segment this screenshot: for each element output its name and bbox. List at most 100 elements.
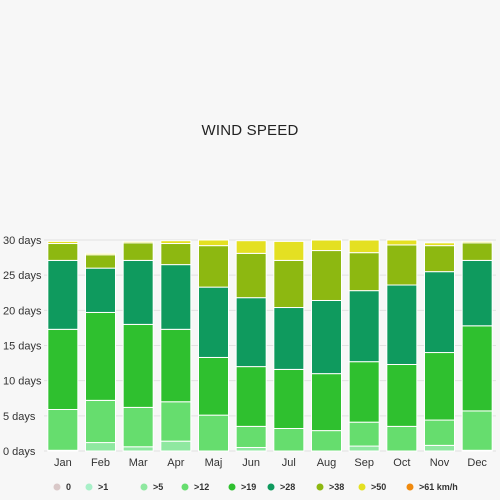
bar-stack-maj[interactable] xyxy=(198,239,229,452)
legend-label: >61 km/h xyxy=(419,482,458,492)
bar-segment[interactable] xyxy=(348,252,380,292)
bar-segment[interactable] xyxy=(235,425,267,448)
bar-segment[interactable] xyxy=(122,240,154,244)
bar-segment[interactable] xyxy=(160,264,192,330)
bar-segment[interactable] xyxy=(424,242,455,247)
bar-stack-mar[interactable] xyxy=(122,240,154,452)
bar-stack-jul[interactable] xyxy=(273,240,305,452)
bar-segment[interactable] xyxy=(311,430,342,452)
legend-item[interactable]: >1 xyxy=(85,482,109,492)
bar-segment[interactable] xyxy=(122,406,154,448)
legend-item[interactable]: >50 xyxy=(358,482,387,492)
bar-segment[interactable] xyxy=(235,240,267,254)
bar-stack-jan[interactable] xyxy=(47,240,79,452)
y-axis: 0 days 5 days 10 days 15 days 20 days 25 days… xyxy=(3,235,42,458)
bar-segment[interactable] xyxy=(235,446,267,452)
bar-segment[interactable] xyxy=(424,419,455,446)
bar-segment[interactable] xyxy=(47,259,79,330)
bar-segment[interactable] xyxy=(311,373,342,432)
bar-segment[interactable] xyxy=(273,240,305,261)
bar-segment[interactable] xyxy=(386,363,418,427)
bar-segment[interactable] xyxy=(311,299,342,375)
legend-item[interactable]: 0 xyxy=(53,482,72,492)
bar-segment[interactable] xyxy=(85,252,116,256)
bar-segment[interactable] xyxy=(461,325,493,412)
bar-stack-nov[interactable] xyxy=(424,242,455,452)
bar-segment[interactable] xyxy=(424,271,455,354)
bar-segment[interactable] xyxy=(160,401,192,442)
x-tick-label: Mar xyxy=(129,457,148,469)
bar-segment[interactable] xyxy=(348,290,380,363)
bar-segment[interactable] xyxy=(461,410,493,451)
bar-segment[interactable] xyxy=(47,240,79,245)
x-tick-label: Feb xyxy=(91,457,110,469)
bar-segment[interactable] xyxy=(160,328,192,403)
bar-segment[interactable] xyxy=(122,446,154,452)
bar-segment[interactable] xyxy=(198,286,229,358)
bar-segment[interactable] xyxy=(198,414,229,452)
bar-segment[interactable] xyxy=(386,284,418,365)
bar-segment[interactable] xyxy=(235,252,267,299)
x-tick-label: Maj xyxy=(205,457,223,469)
bar-segment[interactable] xyxy=(424,444,455,452)
bar-stack-oct[interactable] xyxy=(386,239,418,452)
bar-stack-dec[interactable] xyxy=(461,240,493,452)
legend-item[interactable]: >28 xyxy=(267,482,296,492)
bar-segment[interactable] xyxy=(198,356,229,416)
bar-segment[interactable] xyxy=(160,240,192,245)
legend[interactable]: 0 >1 >5 >12 >19 >28 >38 >50 >61 km/h xyxy=(53,482,458,492)
bar-segment[interactable] xyxy=(311,239,342,252)
bar-segment[interactable] xyxy=(160,243,192,266)
bar-segment[interactable] xyxy=(85,399,116,444)
bar-stack-aug[interactable] xyxy=(311,239,342,452)
bar-stack-jun[interactable] xyxy=(235,240,267,452)
bar-segment[interactable] xyxy=(348,421,380,447)
bar-segment[interactable] xyxy=(85,311,116,401)
bar-segment[interactable] xyxy=(47,243,79,261)
bar-segment[interactable] xyxy=(47,328,79,411)
bar-stack-feb[interactable] xyxy=(85,252,116,452)
x-tick-label: Oct xyxy=(393,457,410,469)
bar-segment[interactable] xyxy=(273,368,305,429)
bar-stack-sep[interactable] xyxy=(348,239,380,452)
bar-segment[interactable] xyxy=(386,425,418,452)
legend-item[interactable]: >5 xyxy=(140,482,164,492)
bar-segment[interactable] xyxy=(122,323,154,408)
bar-segment[interactable] xyxy=(424,352,455,421)
bar-segment[interactable] xyxy=(198,245,229,288)
bar-stack-apr[interactable] xyxy=(160,240,192,452)
bar-segment[interactable] xyxy=(273,307,305,370)
bar-segment[interactable] xyxy=(461,259,493,327)
legend-swatch xyxy=(228,483,236,491)
legend-item[interactable]: >12 xyxy=(181,482,210,492)
legend-swatch xyxy=(267,483,275,491)
legend-label: 0 xyxy=(66,482,71,492)
bar-segment[interactable] xyxy=(85,267,116,313)
bar-segment[interactable] xyxy=(348,239,380,254)
bar-segment[interactable] xyxy=(348,445,380,452)
bar-segment[interactable] xyxy=(348,361,380,423)
bar-segment[interactable] xyxy=(160,440,192,452)
bar-segment[interactable] xyxy=(386,239,418,246)
legend-item[interactable]: >19 xyxy=(228,482,257,492)
bar-segment[interactable] xyxy=(273,259,305,309)
y-tick-label: 30 days xyxy=(3,235,42,247)
bar-segment[interactable] xyxy=(198,239,229,247)
bar-segment[interactable] xyxy=(235,297,267,368)
bar-segment[interactable] xyxy=(424,245,455,273)
bar-segment[interactable] xyxy=(47,409,79,451)
legend-item[interactable]: >38 xyxy=(316,482,345,492)
bar-segment[interactable] xyxy=(122,259,154,325)
bar-segment[interactable] xyxy=(273,427,305,452)
bar-segment[interactable] xyxy=(122,242,154,261)
bar-segment[interactable] xyxy=(85,254,116,269)
bar-segment[interactable] xyxy=(235,366,267,427)
bar-segment[interactable] xyxy=(386,244,418,286)
bar-segment[interactable] xyxy=(461,240,493,244)
y-tick-label: 0 days xyxy=(3,446,36,458)
bar-segment[interactable] xyxy=(461,242,493,261)
bar-segment[interactable] xyxy=(85,442,116,452)
bar-segment[interactable] xyxy=(311,250,342,301)
y-tick-label: 15 days xyxy=(3,341,42,353)
legend-item[interactable]: >61 km/h xyxy=(406,482,458,492)
